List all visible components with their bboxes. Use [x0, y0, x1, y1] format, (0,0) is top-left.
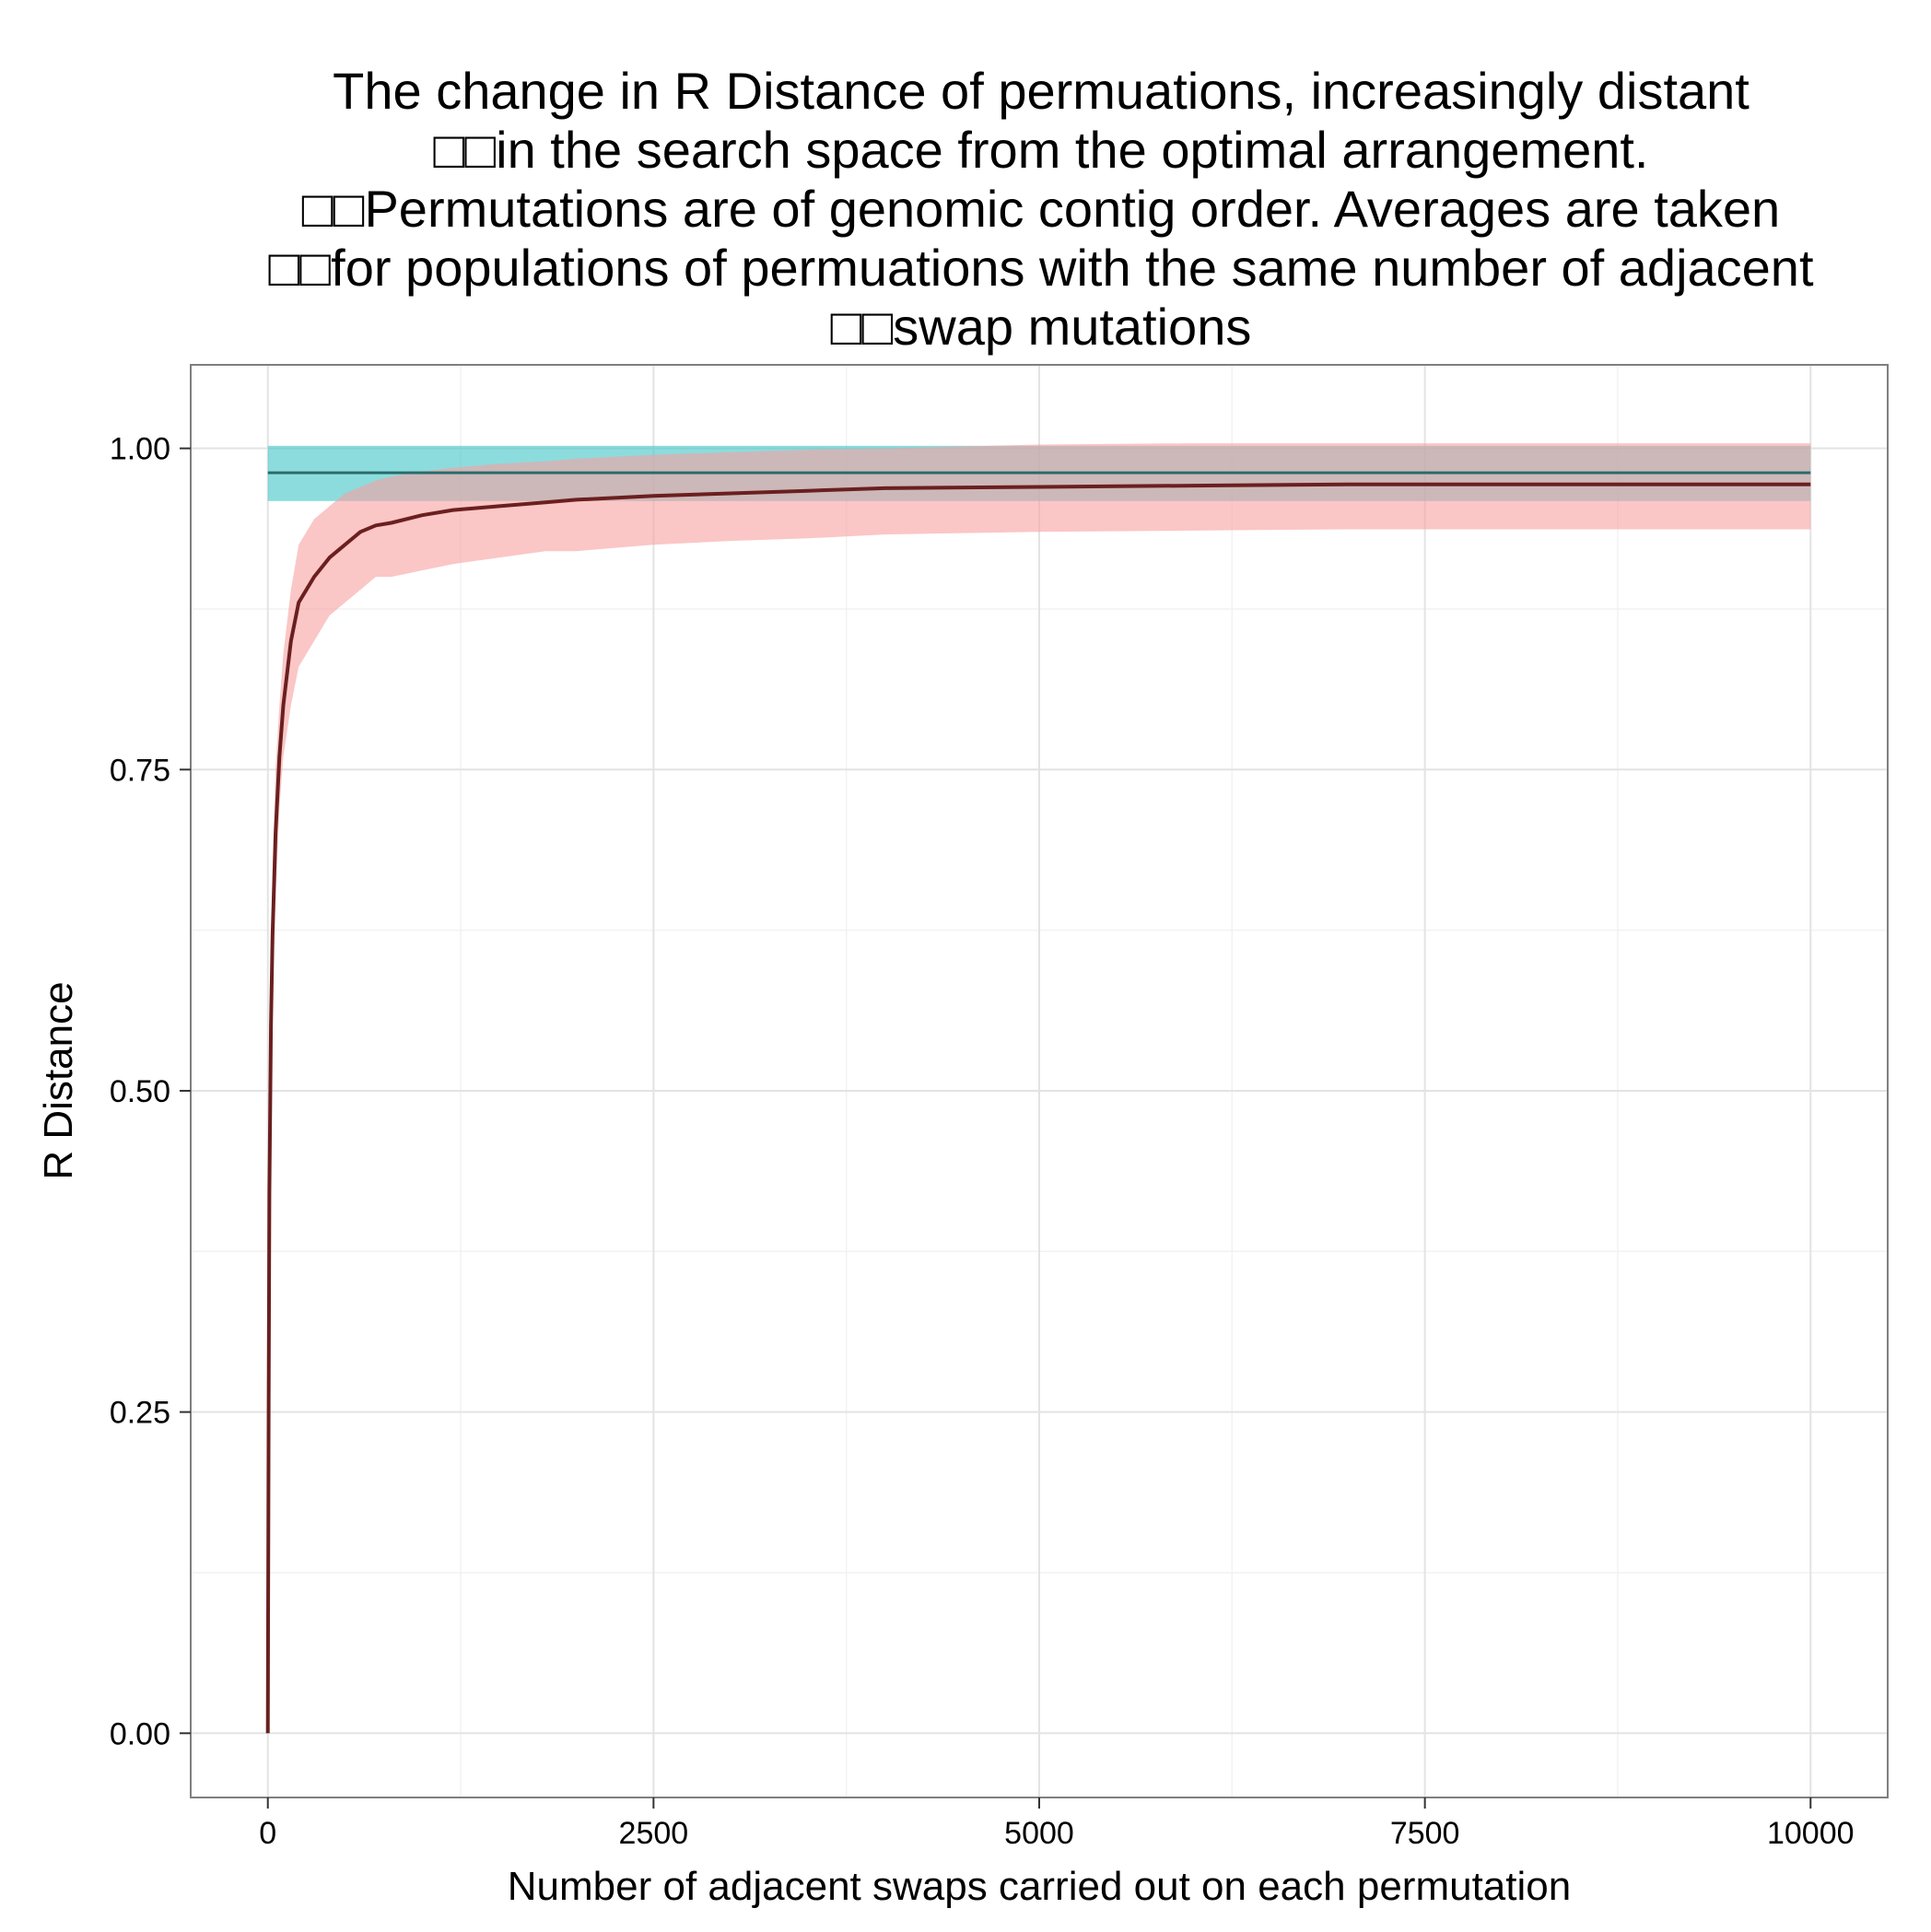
y-tick-label: 0.50: [110, 1074, 170, 1109]
title-line-1: The change in R Distance of permuations,…: [333, 62, 1750, 120]
y-tick-label: 0.00: [110, 1716, 170, 1751]
y-axis: 0.00 0.25 0.50 0.75 1.00: [110, 432, 191, 1751]
title-line-5: □□swap mutations: [831, 298, 1252, 356]
line-layer: [265, 471, 1811, 1734]
y-tick-label: 0.25: [110, 1396, 170, 1431]
x-tick-label: 10000: [1767, 1816, 1855, 1851]
x-axis-label: Number of adjacent swaps carried out on …: [508, 1864, 1571, 1909]
chart-title: The change in R Distance of permuations,…: [268, 62, 1813, 356]
y-tick-label: 1.00: [110, 432, 170, 467]
x-tick-label: 5000: [1004, 1816, 1074, 1851]
y-tick-label: 0.75: [110, 753, 170, 788]
x-tick-label: 2500: [619, 1816, 689, 1851]
x-tick-label: 0: [259, 1816, 276, 1851]
series-mean-line: [265, 482, 1811, 1734]
y-axis-label: R Distance: [36, 981, 81, 1179]
title-line-2: □□in the search space from the optimal a…: [434, 121, 1649, 179]
x-axis: 0 2500 5000 7500 10000: [259, 1797, 1855, 1851]
title-line-4: □□for populations of permuations with th…: [268, 239, 1813, 297]
x-tick-label: 7500: [1390, 1816, 1460, 1851]
title-line-3: □□Permutations are of genomic contig ord…: [302, 180, 1780, 238]
